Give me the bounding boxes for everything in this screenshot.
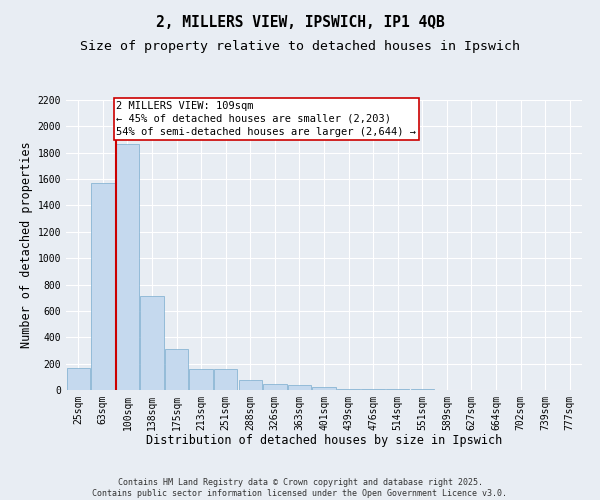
Bar xyxy=(165,349,188,390)
Bar xyxy=(116,144,139,390)
X-axis label: Distribution of detached houses by size in Ipswich: Distribution of detached houses by size … xyxy=(146,434,502,448)
Bar xyxy=(91,183,115,390)
Bar xyxy=(386,389,409,390)
Text: 2 MILLERS VIEW: 109sqm
← 45% of detached houses are smaller (2,203)
54% of semi-: 2 MILLERS VIEW: 109sqm ← 45% of detached… xyxy=(116,100,416,137)
Bar xyxy=(337,389,360,390)
Bar xyxy=(288,386,311,390)
Bar xyxy=(239,380,262,390)
Bar xyxy=(190,369,213,390)
Y-axis label: Number of detached properties: Number of detached properties xyxy=(20,142,34,348)
Bar xyxy=(214,369,238,390)
Text: Contains HM Land Registry data © Crown copyright and database right 2025.
Contai: Contains HM Land Registry data © Crown c… xyxy=(92,478,508,498)
Bar xyxy=(313,386,335,390)
Text: Size of property relative to detached houses in Ipswich: Size of property relative to detached ho… xyxy=(80,40,520,53)
Bar xyxy=(67,368,90,390)
Text: 2, MILLERS VIEW, IPSWICH, IP1 4QB: 2, MILLERS VIEW, IPSWICH, IP1 4QB xyxy=(155,15,445,30)
Bar xyxy=(140,296,164,390)
Bar xyxy=(361,389,385,390)
Bar xyxy=(263,384,287,390)
